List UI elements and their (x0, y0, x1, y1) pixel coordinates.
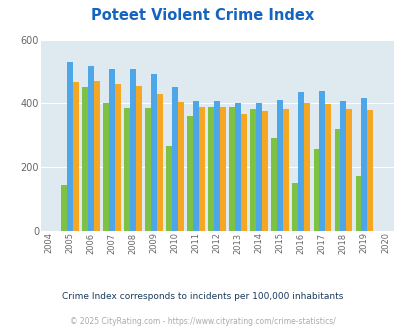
Bar (166, 147, 172, 231)
Bar (319, 91, 324, 231)
Bar (115, 83, 121, 231)
Bar (345, 109, 351, 231)
Bar (214, 101, 220, 231)
Bar (277, 100, 283, 231)
Text: Crime Index corresponds to incidents per 100,000 inhabitants: Crime Index corresponds to incidents per… (62, 292, 343, 301)
Bar (256, 103, 262, 231)
Bar (250, 109, 256, 231)
Bar (103, 103, 109, 231)
Bar (367, 110, 372, 231)
Bar (360, 98, 367, 231)
Bar (235, 103, 241, 231)
Bar (229, 107, 235, 231)
Bar (193, 101, 198, 231)
Bar (136, 86, 142, 231)
Bar (172, 87, 178, 231)
Bar (298, 92, 303, 231)
Bar (88, 66, 94, 231)
Bar (303, 103, 309, 231)
Bar (157, 94, 162, 231)
Bar (178, 102, 183, 231)
Bar (334, 129, 339, 231)
Bar (271, 138, 277, 231)
Bar (145, 108, 151, 231)
Bar (283, 109, 288, 231)
Bar (355, 176, 360, 231)
Bar (67, 62, 73, 231)
Bar (292, 183, 298, 231)
Bar (73, 82, 79, 231)
Bar (339, 101, 345, 231)
Bar (241, 114, 247, 231)
Bar (151, 74, 157, 231)
Text: © 2025 CityRating.com - https://www.cityrating.com/crime-statistics/: © 2025 CityRating.com - https://www.city… (70, 317, 335, 326)
Text: Poteet Violent Crime Index: Poteet Violent Crime Index (91, 8, 314, 23)
Bar (208, 107, 214, 231)
Bar (198, 107, 205, 231)
Bar (130, 69, 136, 231)
Bar (187, 116, 193, 231)
Bar (220, 107, 226, 231)
Bar (124, 108, 130, 231)
Bar (262, 112, 267, 231)
Bar (94, 81, 100, 231)
Bar (109, 69, 115, 231)
Bar (324, 104, 330, 231)
Bar (82, 87, 88, 231)
Bar (61, 185, 67, 231)
Bar (313, 149, 319, 231)
